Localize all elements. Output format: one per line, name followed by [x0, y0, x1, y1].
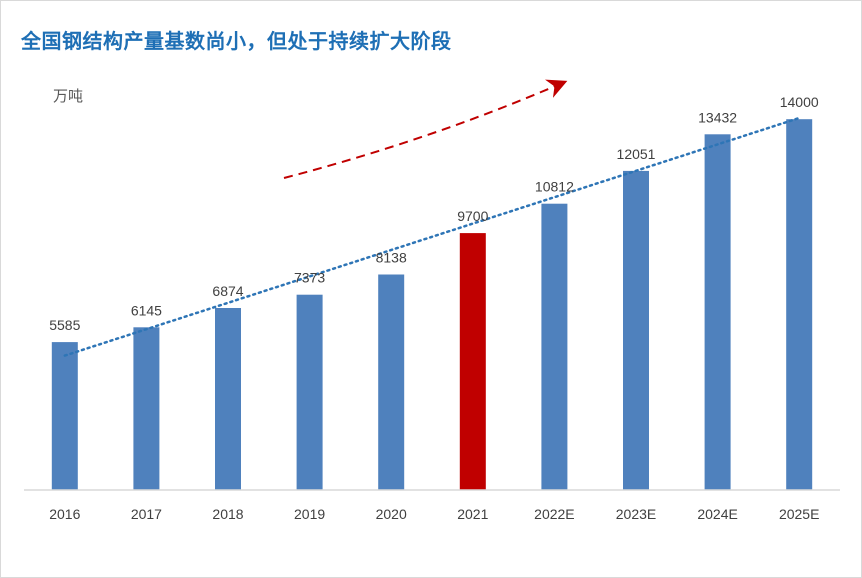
bar-2022E	[541, 203, 568, 490]
bar-2020	[378, 274, 405, 490]
value-label-2020: 8138	[376, 250, 407, 266]
value-label-2024E: 13432	[698, 109, 737, 125]
value-label-2018: 6874	[212, 283, 243, 299]
value-label-2025E: 14000	[780, 94, 819, 110]
x-tick-2019: 2019	[294, 506, 325, 522]
bar-2019	[296, 294, 323, 490]
x-tick-2024E: 2024E	[697, 506, 737, 522]
bar-2016	[51, 342, 78, 490]
x-tick-2016: 2016	[49, 506, 80, 522]
growth-arrow	[283, 79, 568, 179]
value-label-2019: 7373	[294, 270, 325, 286]
x-tick-2022E: 2022E	[534, 506, 574, 522]
trend-line	[63, 116, 801, 357]
x-tick-2017: 2017	[131, 506, 162, 522]
value-label-2022E: 10812	[535, 179, 574, 195]
value-label-2016: 5585	[49, 317, 80, 333]
bar-2023E	[623, 170, 649, 490]
unit-label: 万吨	[53, 87, 84, 105]
x-tick-2021: 2021	[457, 506, 488, 522]
x-tick-2025E: 2025E	[779, 506, 819, 522]
value-label-2021: 9700	[457, 208, 488, 224]
value-label-2017: 6145	[131, 302, 162, 318]
chart-title: 全国钢结构产量基数尚小，但处于持续扩大阶段	[21, 29, 452, 53]
bar-2025E	[786, 119, 813, 490]
x-tick-2023E: 2023E	[616, 506, 656, 522]
bar-2017	[133, 327, 160, 490]
bar-2021	[459, 233, 486, 490]
value-label-2023E: 12051	[617, 146, 656, 162]
x-tick-2018: 2018	[212, 506, 243, 522]
bar-2018	[215, 308, 241, 490]
bar-2024E	[704, 134, 731, 491]
x-tick-2020: 2020	[376, 506, 407, 522]
